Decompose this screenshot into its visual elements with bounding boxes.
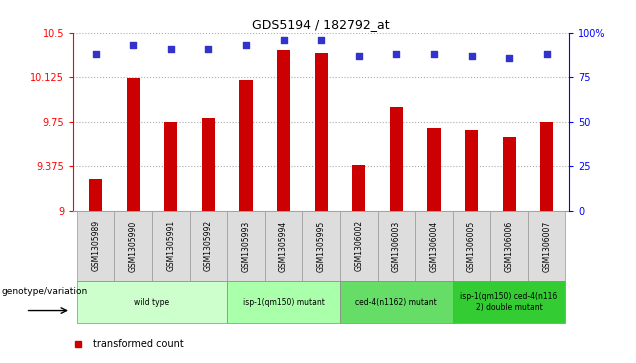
Text: isp-1(qm150) ced-4(n116
2) double mutant: isp-1(qm150) ced-4(n116 2) double mutant — [460, 293, 558, 312]
Point — [90, 51, 100, 57]
Title: GDS5194 / 182792_at: GDS5194 / 182792_at — [252, 19, 390, 32]
Bar — [127, 78, 140, 211]
Text: ced-4(n1162) mutant: ced-4(n1162) mutant — [356, 298, 437, 307]
Point — [279, 37, 289, 43]
Text: GSM1306002: GSM1306002 — [354, 220, 363, 272]
Text: wild type: wild type — [134, 298, 170, 307]
Point — [504, 55, 514, 61]
Bar — [427, 127, 441, 211]
Point — [354, 53, 364, 59]
Text: GSM1305993: GSM1305993 — [242, 220, 251, 272]
Text: GSM1306007: GSM1306007 — [542, 220, 551, 272]
Bar — [152, 211, 190, 281]
Bar — [202, 118, 215, 211]
Bar — [302, 211, 340, 281]
Bar — [453, 281, 565, 323]
Bar — [540, 122, 553, 211]
Text: genotype/variation: genotype/variation — [1, 287, 88, 296]
Bar — [227, 211, 265, 281]
Text: GSM1306006: GSM1306006 — [504, 220, 514, 272]
Text: GSM1306005: GSM1306005 — [467, 220, 476, 272]
Point — [316, 37, 326, 43]
Bar — [490, 211, 528, 281]
Point — [128, 42, 139, 48]
Bar — [315, 53, 328, 211]
Bar — [340, 281, 453, 323]
Text: GSM1305995: GSM1305995 — [317, 220, 326, 272]
Bar — [340, 211, 378, 281]
Bar — [114, 211, 152, 281]
Point — [466, 53, 476, 59]
Bar — [239, 80, 252, 211]
Bar — [265, 211, 302, 281]
Bar — [390, 107, 403, 211]
Bar — [528, 211, 565, 281]
Bar — [227, 281, 340, 323]
Point — [204, 46, 214, 52]
Text: GSM1305990: GSM1305990 — [128, 220, 138, 272]
Point — [166, 46, 176, 52]
Bar — [453, 211, 490, 281]
Text: GSM1306003: GSM1306003 — [392, 220, 401, 272]
Bar — [77, 211, 114, 281]
Text: GSM1305991: GSM1305991 — [167, 220, 176, 272]
Bar — [164, 122, 177, 211]
Bar — [77, 281, 227, 323]
Point — [542, 51, 552, 57]
Text: GSM1306004: GSM1306004 — [429, 220, 438, 272]
Text: transformed count: transformed count — [93, 339, 184, 349]
Bar — [415, 211, 453, 281]
Point — [241, 42, 251, 48]
Text: isp-1(qm150) mutant: isp-1(qm150) mutant — [243, 298, 324, 307]
Bar — [502, 137, 516, 211]
Point — [391, 51, 401, 57]
Text: GSM1305992: GSM1305992 — [204, 220, 213, 272]
Bar — [190, 211, 227, 281]
Bar — [89, 179, 102, 211]
Text: GSM1305994: GSM1305994 — [279, 220, 288, 272]
Bar — [465, 130, 478, 211]
Text: GSM1305989: GSM1305989 — [91, 220, 100, 272]
Bar — [378, 211, 415, 281]
Point — [429, 51, 439, 57]
Bar — [352, 166, 365, 211]
Bar — [277, 50, 290, 211]
